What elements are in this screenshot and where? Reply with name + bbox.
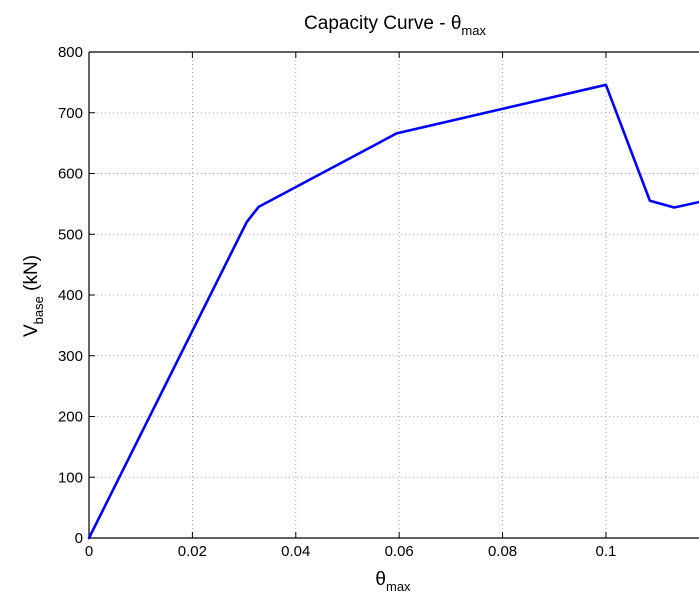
y-tick-label: 300 bbox=[58, 348, 83, 365]
x-axis-label-main: θ bbox=[375, 569, 386, 590]
y-axis-label: Vbase (kN) bbox=[21, 255, 46, 337]
y-tick-label: 100 bbox=[58, 469, 83, 486]
series-line bbox=[87, 83, 699, 540]
y-axis-label-sub: base bbox=[31, 296, 46, 324]
x-tick-label: 0 bbox=[85, 543, 93, 560]
x-axis-label: θmax bbox=[375, 569, 411, 594]
axes bbox=[88, 51, 699, 539]
y-tick-label: 0 bbox=[75, 530, 83, 547]
y-axis-label-suffix: (kN) bbox=[21, 255, 42, 296]
y-tick-label: 700 bbox=[58, 105, 83, 122]
tick-labels: 0 0.02 0.04 0.06 0.08 0.1 0 100 200 300 400 500 600 7… bbox=[58, 44, 616, 560]
y-tick-label: 400 bbox=[58, 287, 83, 304]
x-tick-label: 0.02 bbox=[178, 543, 207, 560]
y-tick-label: 200 bbox=[58, 409, 83, 426]
x-tick-label: 0.08 bbox=[488, 543, 517, 560]
x-tick-label: 0.1 bbox=[596, 543, 617, 560]
series-layer bbox=[87, 83, 699, 540]
x-tick-label: 0.04 bbox=[281, 543, 310, 560]
chart-title-main: Capacity Curve - θ bbox=[304, 13, 461, 34]
chart-title-sub: max bbox=[461, 23, 486, 38]
y-axis-label-main: V bbox=[21, 324, 42, 337]
x-axis-label-sub: max bbox=[386, 579, 411, 594]
y-tick-label: 500 bbox=[58, 226, 83, 243]
x-tick-label: 0.06 bbox=[385, 543, 414, 560]
y-tick-label: 600 bbox=[58, 166, 83, 183]
chart-title: Capacity Curve - θmax bbox=[304, 13, 486, 38]
y-tick-label: 800 bbox=[58, 44, 83, 61]
